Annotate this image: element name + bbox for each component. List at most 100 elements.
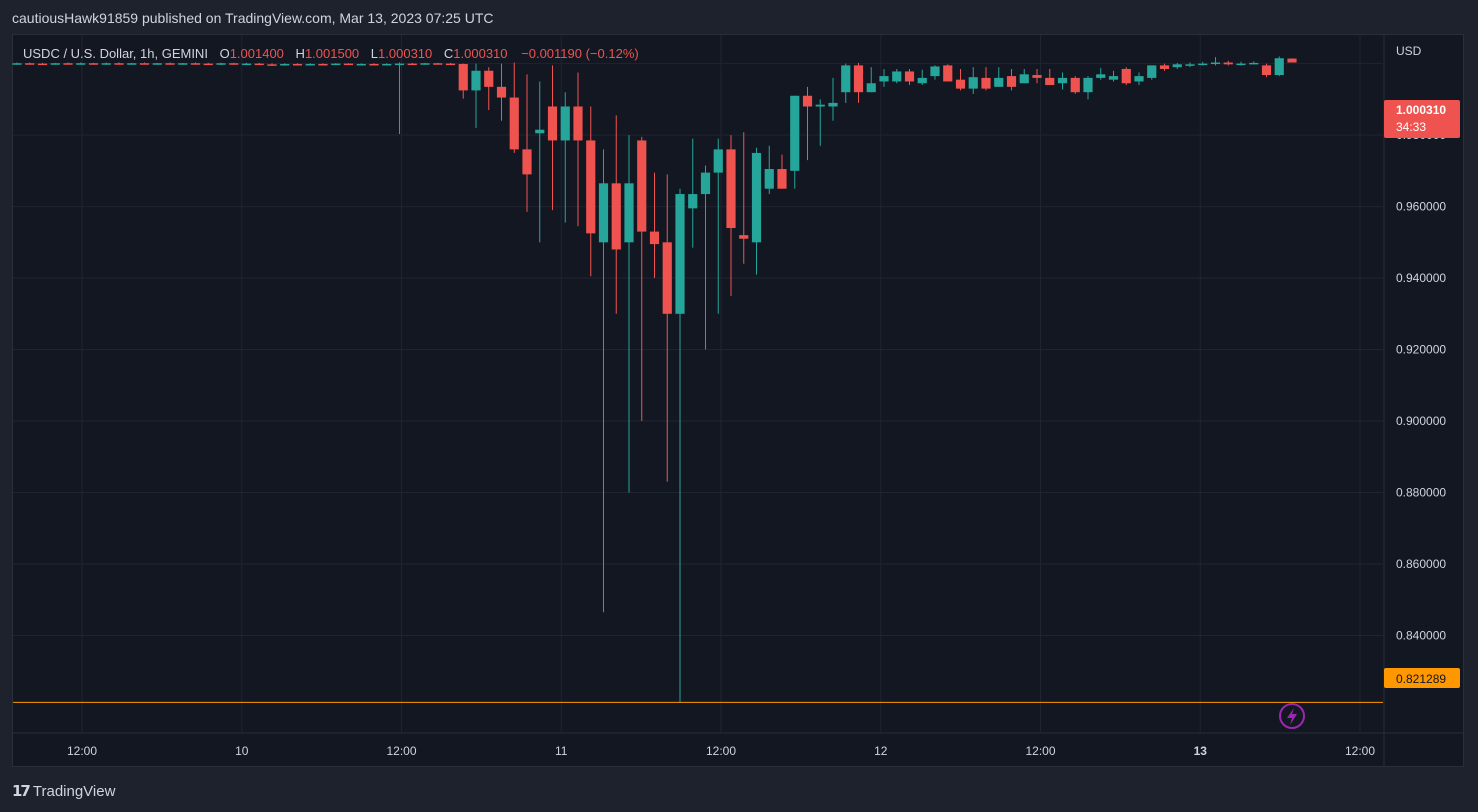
candle (904, 68, 915, 86)
candle-body (598, 183, 609, 243)
candle-body (930, 66, 940, 77)
current-price-countdown: 34:33 (1396, 120, 1426, 134)
candle (280, 63, 290, 66)
candle (267, 63, 277, 66)
candle-body (713, 149, 723, 173)
candle-body (25, 63, 35, 65)
candle (496, 63, 507, 121)
candle-body (841, 65, 851, 93)
candle (1096, 67, 1106, 80)
candle (241, 62, 252, 66)
y-tick-label: 0.860000 (1396, 557, 1446, 571)
x-tick-label: 12:00 (386, 744, 416, 758)
candle (471, 63, 481, 128)
candle-body (394, 63, 405, 66)
candle-body (624, 183, 634, 243)
candle-body (1096, 74, 1106, 78)
candle-body (688, 194, 698, 209)
x-tick-label: 10 (235, 744, 249, 758)
candle-body (1274, 58, 1284, 76)
candle (114, 62, 124, 65)
candle (88, 62, 99, 65)
x-tick-label: 12:00 (1345, 744, 1375, 758)
candle (50, 62, 60, 65)
chart-panel[interactable] (12, 34, 1464, 767)
candle (1198, 61, 1208, 66)
candle-body (917, 77, 927, 84)
candle (1236, 61, 1246, 66)
candle (828, 77, 838, 121)
candle-body (178, 63, 188, 65)
candle (12, 62, 22, 65)
candle (930, 65, 940, 80)
currency-label: USD (1396, 44, 1422, 58)
candle-body (675, 194, 685, 314)
candle (624, 135, 634, 493)
candle (139, 62, 150, 65)
candle-body (560, 106, 570, 141)
candle-body (165, 63, 175, 65)
candle-body (573, 106, 583, 141)
candle-body (1261, 65, 1272, 76)
candle-body (726, 149, 736, 229)
lightning-icon[interactable] (1279, 703, 1305, 729)
symbol-label: USDC / U.S. Dollar, 1h, GEMINI (23, 46, 208, 61)
candle-body (904, 71, 915, 82)
candle-body (203, 63, 213, 66)
x-tick-label: 12:00 (67, 744, 97, 758)
candle (1287, 58, 1297, 63)
candle (981, 67, 991, 91)
candle (1134, 72, 1144, 86)
candle-body (994, 77, 1004, 87)
candle (802, 86, 813, 161)
y-tick-label: 0.840000 (1396, 628, 1446, 642)
candle (790, 95, 800, 189)
candle-body (63, 63, 73, 65)
candle-body (420, 63, 430, 65)
candle-body (305, 63, 315, 66)
candle (917, 69, 927, 86)
candle-body (139, 63, 150, 65)
candle (675, 188, 685, 703)
candle-body (382, 63, 392, 66)
candle (573, 72, 583, 227)
candle (1261, 63, 1272, 78)
candle-body (1172, 64, 1182, 68)
candle-body (1045, 77, 1055, 86)
candle-body (433, 63, 443, 65)
candle-body (649, 231, 660, 245)
candle (1083, 76, 1093, 100)
candle-body (853, 65, 864, 93)
candle-body (1223, 62, 1233, 65)
candle (331, 63, 341, 66)
candle (318, 63, 328, 66)
candle (1185, 62, 1195, 68)
candle (1070, 76, 1080, 94)
time-axis: 12:00 10 12:00 11 12:00 12 12:00 13 12:00 (67, 744, 1375, 758)
candle (1108, 70, 1119, 82)
candle (841, 63, 851, 103)
candle-body (1121, 68, 1131, 84)
candle-body (866, 83, 876, 93)
candle-body (484, 70, 494, 87)
candle-body (114, 63, 124, 65)
tradingview-logo[interactable]: 𝟭𝟳 TradingView (12, 782, 115, 801)
candle-body (1057, 77, 1068, 84)
candle-body (611, 183, 621, 250)
candle (101, 62, 111, 65)
grid-lines (13, 35, 1383, 732)
candles (12, 56, 1297, 703)
candle-body (229, 63, 239, 65)
candle-body (1006, 76, 1017, 87)
candle-body (509, 97, 519, 150)
candle (229, 62, 239, 65)
close-value: 1.000310 (453, 46, 508, 61)
candle-body (764, 169, 774, 189)
candle (484, 67, 494, 111)
candle-body (662, 242, 672, 314)
candle (152, 62, 162, 65)
candle (879, 68, 889, 87)
high-label: H (295, 46, 305, 61)
candle (649, 172, 660, 279)
